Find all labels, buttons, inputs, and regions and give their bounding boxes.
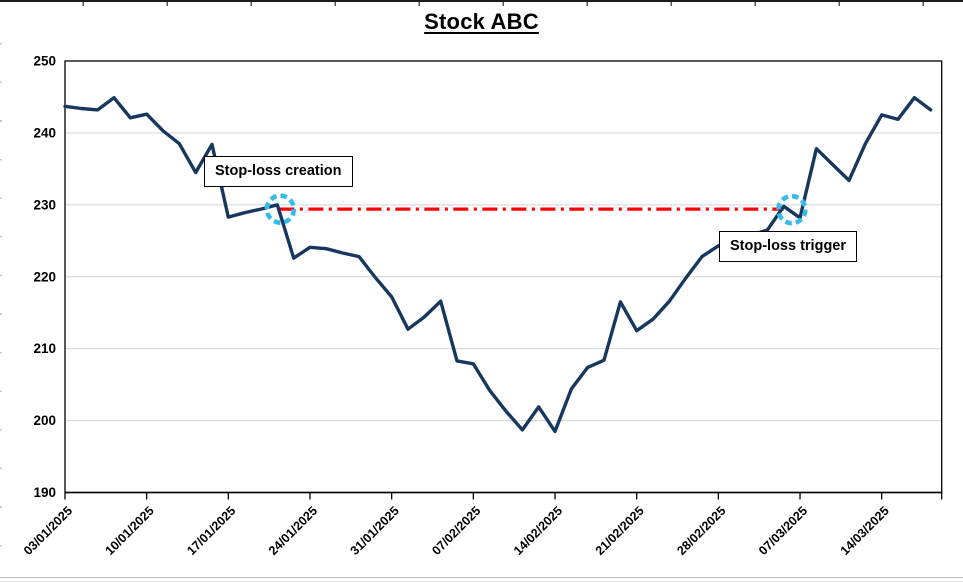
x-axis-label: 28/02/2025 xyxy=(674,504,728,558)
chart-title: Stock ABC xyxy=(424,9,539,34)
spreadsheet-top-gridline xyxy=(0,0,963,2)
stop-loss-creation-circle xyxy=(264,193,297,225)
spreadsheet-column-ticks xyxy=(0,2,963,6)
y-axis-label: 210 xyxy=(33,341,56,356)
x-axis-label: 24/01/2025 xyxy=(266,504,320,558)
price-line xyxy=(63,95,933,434)
stop-loss-trigger-label: Stop-loss trigger xyxy=(730,238,847,254)
stop-loss-trigger-callout: Stop-loss trigger xyxy=(719,231,858,263)
x-axis-label: 17/01/2025 xyxy=(184,504,238,558)
x-axis-label: 03/01/2025 xyxy=(21,504,75,558)
y-axis-label: 240 xyxy=(33,125,56,140)
x-axis-label: 21/02/2025 xyxy=(593,504,647,558)
stop-loss-trigger-circle xyxy=(776,193,808,226)
y-axis-label: 250 xyxy=(33,54,56,69)
stop-loss-creation-callout: Stop-loss creation xyxy=(204,156,353,188)
x-axis-label: 14/03/2025 xyxy=(838,504,892,558)
y-axis-label: 200 xyxy=(33,413,56,428)
x-axis-label: 07/03/2025 xyxy=(756,504,810,558)
x-axis-label: 14/02/2025 xyxy=(511,504,565,558)
x-axis-label: 07/02/2025 xyxy=(429,504,483,558)
x-axis-label: 10/01/2025 xyxy=(103,504,157,558)
y-axis-label: 190 xyxy=(33,485,56,500)
y-axis-label: 220 xyxy=(33,269,56,284)
spreadsheet-bottom-gridline xyxy=(0,577,963,578)
x-axis-label: 31/01/2025 xyxy=(348,504,402,558)
y-axis-label: 230 xyxy=(33,197,56,212)
spreadsheet-row-ticks xyxy=(0,6,2,576)
stop-loss-creation-label: Stop-loss creation xyxy=(215,163,342,179)
